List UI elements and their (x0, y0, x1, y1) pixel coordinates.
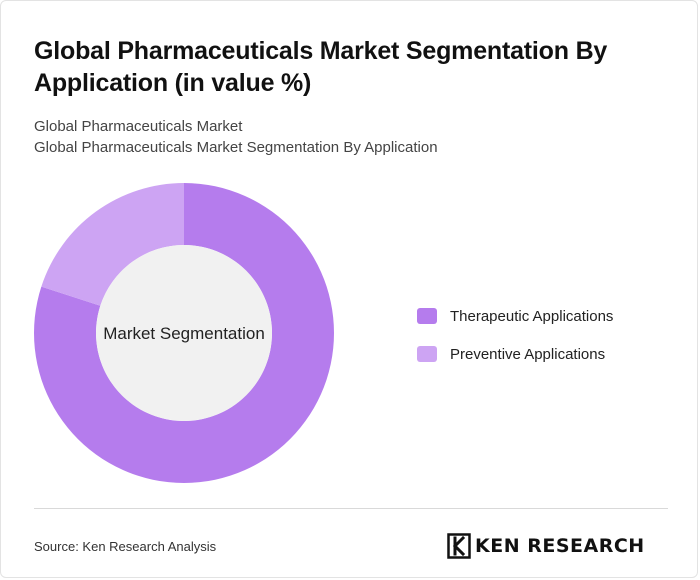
legend-item-therapeutic[interactable]: Therapeutic Applications (417, 304, 613, 328)
subtitle-line-1: Global Pharmaceuticals Market (34, 118, 243, 135)
source-note: Source: Ken Research Analysis (34, 539, 217, 554)
chart-legend: Therapeutic Applications Preventive Appl… (417, 304, 613, 380)
legend-item-preventive[interactable]: Preventive Applications (417, 342, 613, 366)
logo-text: KEN RESEARCH (475, 535, 645, 557)
donut-chart: Market Segmentation (33, 183, 334, 483)
chart-title: Global Pharmaceuticals Market Segmentati… (34, 37, 608, 97)
chart-subtitle: Global Pharmaceuticals Market Global Pha… (34, 116, 438, 158)
footer-divider (34, 508, 668, 509)
legend-swatch-therapeutic (417, 308, 437, 324)
donut-slice-preventive-applications[interactable] (41, 183, 184, 306)
legend-swatch-preventive (417, 346, 437, 362)
ken-research-logo-icon (447, 533, 471, 559)
ken-research-logo: KEN RESEARCH (447, 533, 645, 559)
legend-label-preventive: Preventive Applications (450, 345, 606, 363)
donut-center (96, 245, 272, 421)
legend-label-therapeutic: Therapeutic Applications (450, 307, 614, 325)
donut-center-label: Market Segmentation (103, 324, 265, 343)
subtitle-line-2: Global Pharmaceuticals Market Segmentati… (34, 139, 438, 156)
donut-slice-therapeutic-applications[interactable] (33, 183, 334, 483)
